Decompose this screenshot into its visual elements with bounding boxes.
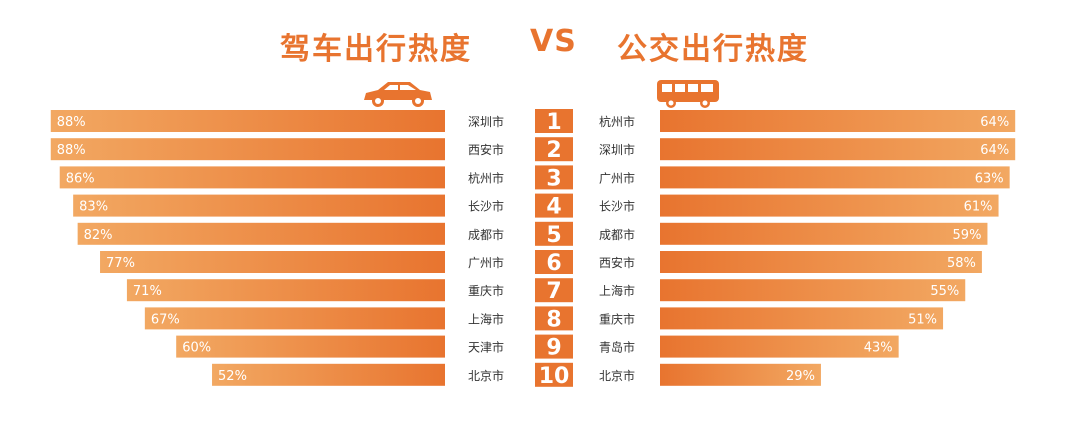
right-bar bbox=[660, 363, 821, 386]
right-bar bbox=[660, 279, 966, 302]
right-value-label: 51% bbox=[908, 312, 937, 327]
rank-box bbox=[535, 193, 573, 218]
right-value-label: 63% bbox=[975, 171, 1004, 186]
left-value-label: 83% bbox=[79, 200, 108, 215]
left-city-label: 上海市 bbox=[468, 311, 504, 326]
right-bar bbox=[660, 251, 982, 273]
left-bar bbox=[100, 251, 445, 273]
right-bar bbox=[660, 307, 944, 330]
left-value-label: 60% bbox=[182, 341, 211, 356]
right-bar bbox=[660, 222, 988, 245]
left-value-label: 77% bbox=[106, 256, 135, 271]
rank-number: 3 bbox=[546, 166, 561, 191]
left-bar bbox=[126, 279, 446, 302]
left-value-label: 82% bbox=[84, 228, 113, 243]
rank-box bbox=[535, 306, 573, 331]
right-city-label: 重庆市 bbox=[599, 311, 635, 326]
rank-number: 6 bbox=[546, 251, 561, 276]
right-chart-title: 公交出行热度 bbox=[617, 32, 809, 67]
rank-number: 8 bbox=[546, 307, 561, 332]
right-value-label: 64% bbox=[980, 143, 1009, 158]
left-bar bbox=[212, 363, 445, 386]
right-value-label: 29% bbox=[786, 369, 815, 384]
left-value-label: 88% bbox=[57, 115, 86, 130]
rank-box bbox=[535, 362, 573, 387]
left-bar bbox=[176, 335, 445, 358]
rank-number: 4 bbox=[546, 195, 561, 220]
right-bar bbox=[660, 138, 1016, 161]
rank-box bbox=[535, 165, 573, 190]
left-bar bbox=[144, 307, 445, 330]
left-city-label: 天津市 bbox=[468, 340, 504, 355]
right-value-label: 55% bbox=[930, 284, 959, 299]
bus-icon bbox=[655, 78, 721, 110]
right-bar bbox=[660, 166, 1010, 189]
right-bar bbox=[660, 335, 899, 358]
right-value-label: 64% bbox=[980, 115, 1009, 130]
header: 驾车出行热度 VS 公交出行热度 bbox=[0, 18, 1080, 68]
right-bar bbox=[660, 110, 1016, 132]
rank-number: 7 bbox=[546, 279, 561, 304]
vs-label: VS bbox=[530, 24, 577, 59]
right-city-label: 长沙市 bbox=[599, 199, 635, 214]
left-chart-title: 驾车出行热度 bbox=[280, 32, 472, 67]
right-value-label: 61% bbox=[964, 200, 993, 215]
rank-number: 5 bbox=[546, 223, 561, 248]
rank-box bbox=[535, 221, 573, 246]
rank-box bbox=[535, 137, 573, 162]
left-value-label: 52% bbox=[218, 369, 247, 384]
left-city-label: 深圳市 bbox=[468, 114, 504, 129]
right-city-label: 广州市 bbox=[599, 170, 635, 185]
left-city-label: 北京市 bbox=[468, 368, 504, 383]
right-city-label: 上海市 bbox=[599, 283, 635, 298]
right-city-label: 青岛市 bbox=[599, 340, 635, 355]
right-chart: 64% 杭州市 64% 深圳市 63% 广州市 61% 长沙市 59% 成都市 58% 西安市 55% 上… bbox=[599, 110, 1016, 386]
left-city-label: 长沙市 bbox=[468, 199, 504, 214]
left-bar bbox=[50, 110, 445, 132]
rank-box bbox=[535, 109, 573, 133]
right-bar bbox=[660, 194, 999, 217]
right-city-label: 杭州市 bbox=[599, 114, 635, 129]
right-city-label: 深圳市 bbox=[599, 142, 635, 157]
left-value-label: 86% bbox=[66, 171, 95, 186]
rank-column: 1 2 3 4 5 6 7 8 9 10 bbox=[535, 109, 573, 389]
rank-number: 2 bbox=[546, 138, 561, 163]
left-city-label: 杭州市 bbox=[468, 170, 504, 185]
left-city-label: 广州市 bbox=[468, 255, 504, 270]
left-city-label: 成都市 bbox=[468, 227, 504, 242]
right-value-label: 58% bbox=[947, 256, 976, 271]
left-value-label: 67% bbox=[151, 312, 180, 327]
left-value-label: 88% bbox=[57, 143, 86, 158]
right-city-label: 成都市 bbox=[599, 227, 635, 242]
right-value-label: 59% bbox=[953, 228, 982, 243]
left-city-label: 西安市 bbox=[468, 142, 504, 157]
left-value-label: 71% bbox=[133, 284, 162, 299]
left-city-label: 重庆市 bbox=[468, 283, 504, 298]
rank-number: 10 bbox=[539, 364, 570, 389]
right-city-label: 西安市 bbox=[599, 255, 635, 270]
right-city-label: 北京市 bbox=[599, 368, 635, 383]
car-icon bbox=[360, 78, 436, 110]
rank-box bbox=[535, 278, 573, 303]
left-bar bbox=[77, 222, 445, 245]
left-bar bbox=[73, 194, 445, 217]
left-bar bbox=[50, 138, 445, 161]
rank-box bbox=[535, 334, 573, 359]
rank-number: 9 bbox=[546, 336, 561, 361]
left-bar bbox=[59, 166, 445, 189]
rank-number: 1 bbox=[546, 110, 561, 135]
rank-box bbox=[535, 250, 573, 274]
right-value-label: 43% bbox=[864, 341, 893, 356]
left-chart: 88% 深圳市 88% 西安市 86% 杭州市 83% 长沙市 82% 成都市 77% 广州市 71% 重… bbox=[50, 110, 504, 386]
